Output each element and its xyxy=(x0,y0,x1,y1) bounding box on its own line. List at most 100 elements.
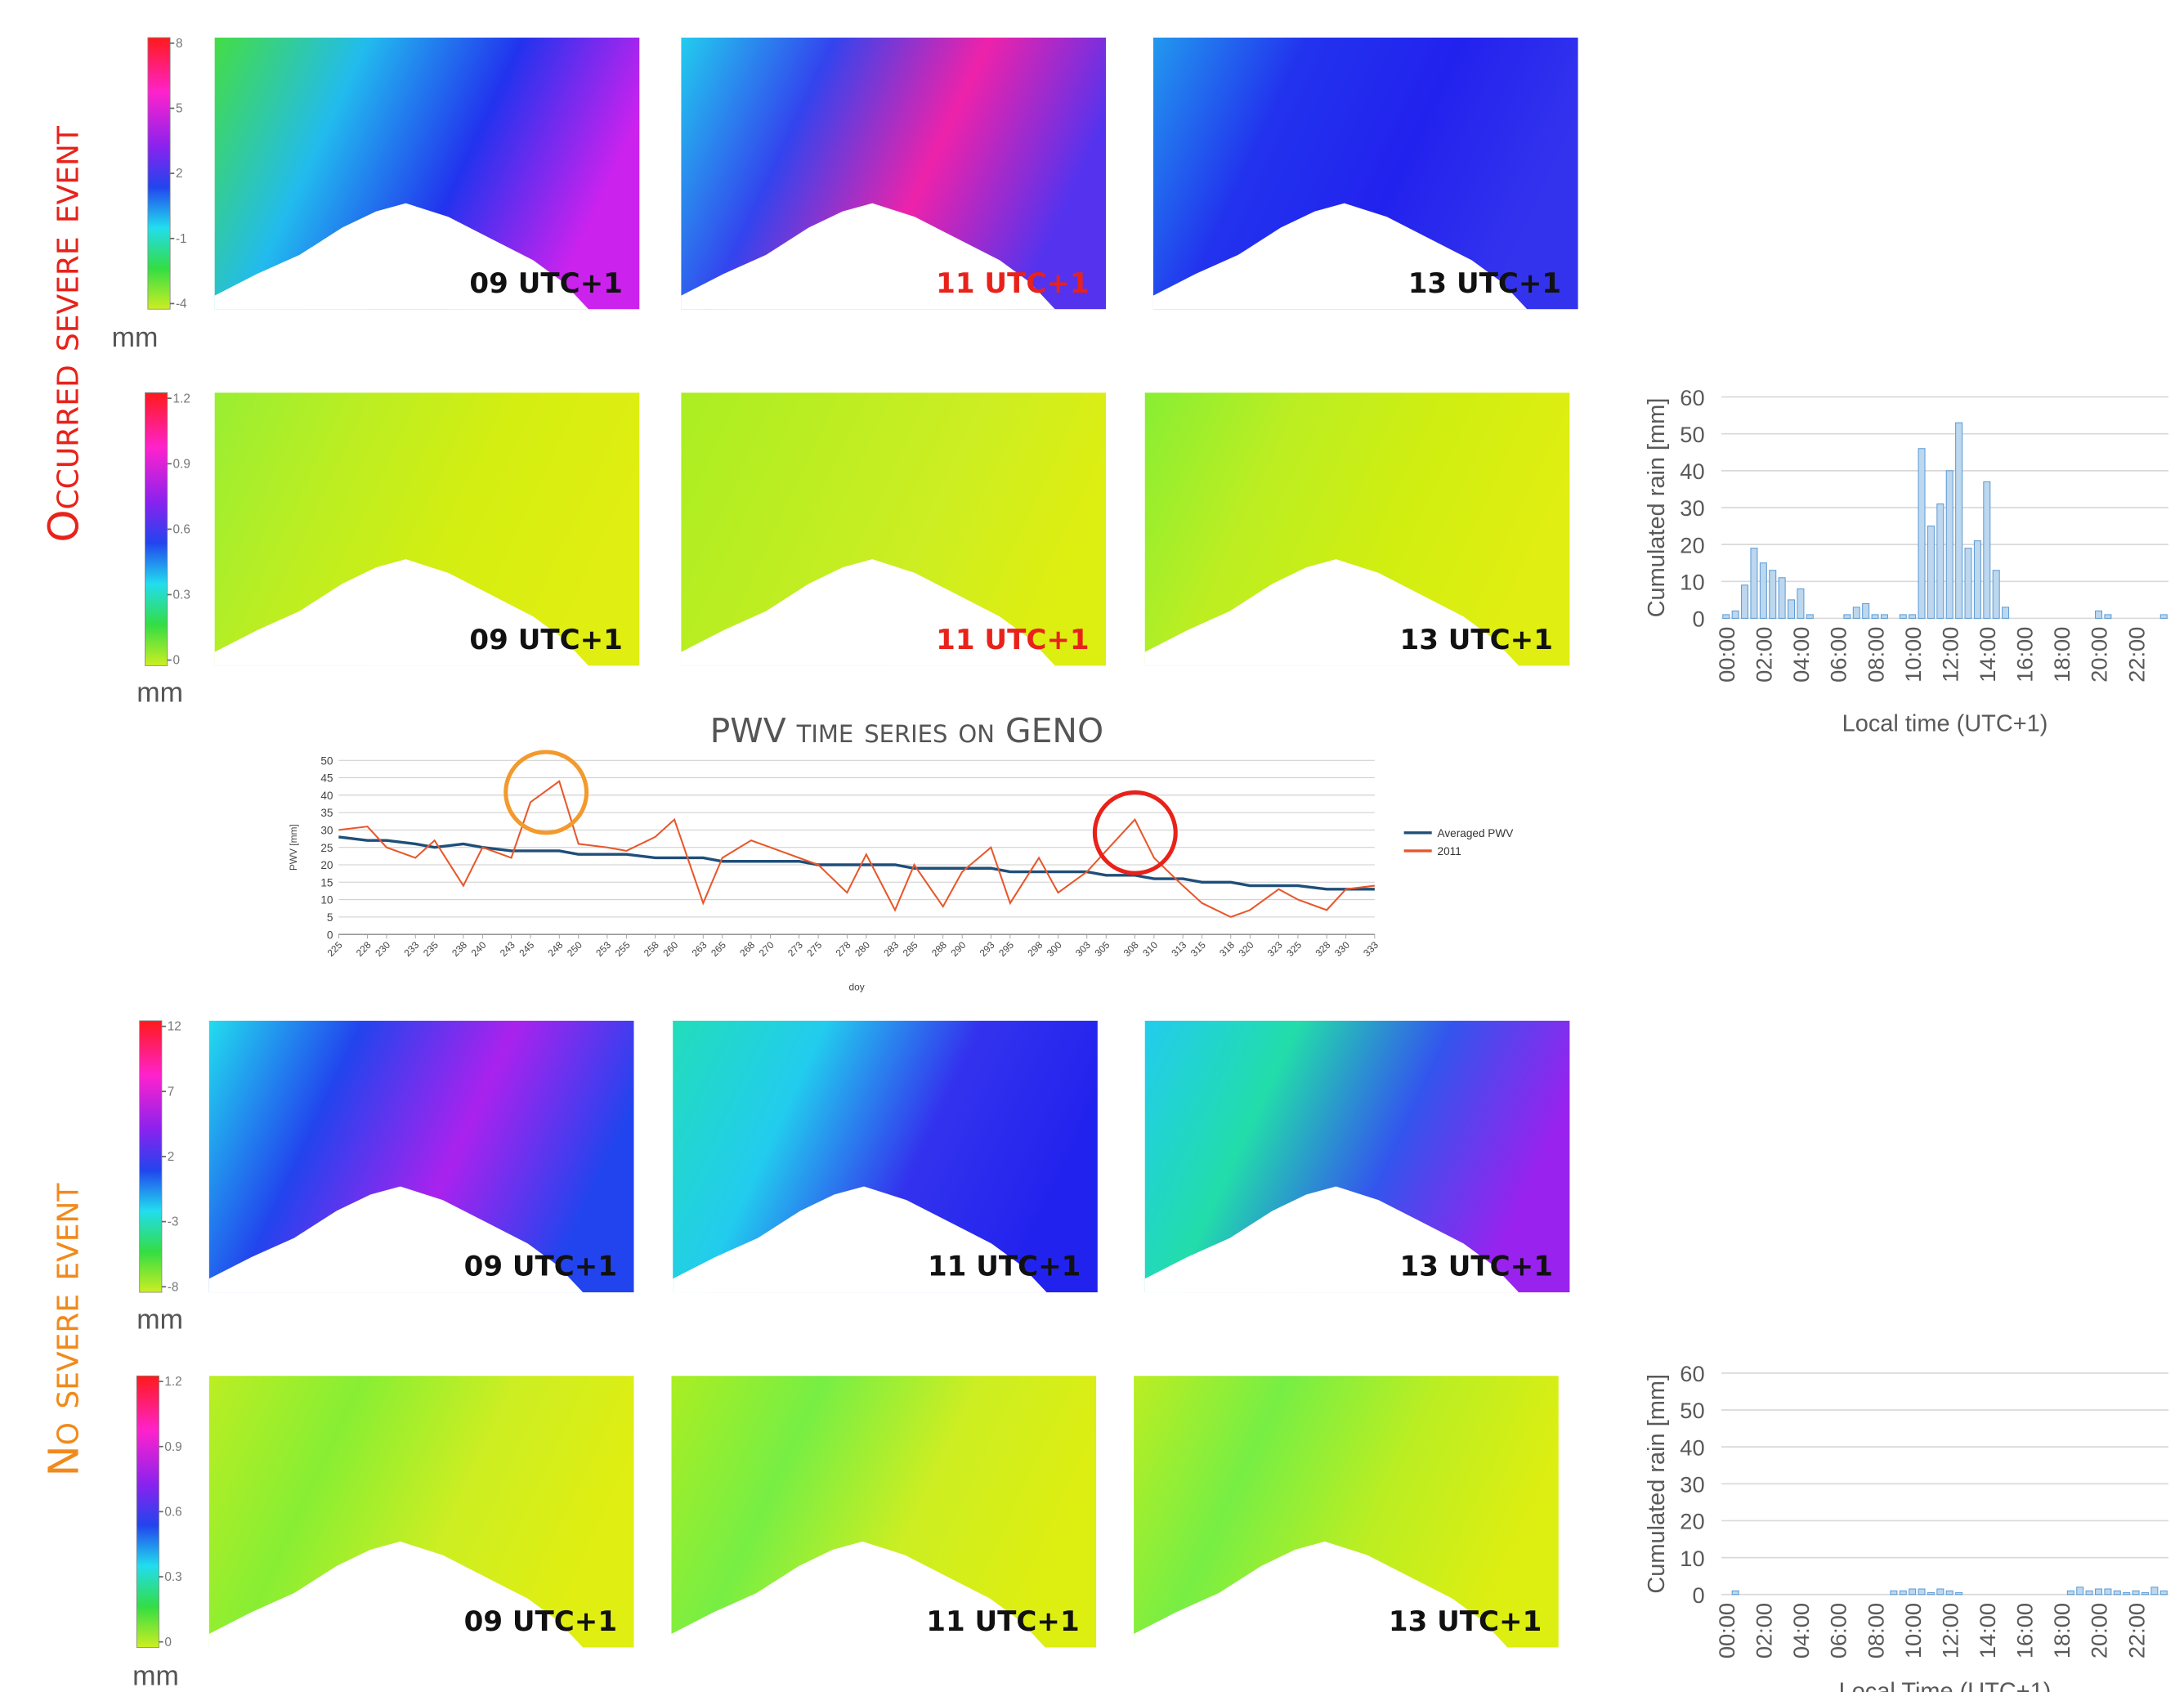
y-tick-label: 60 xyxy=(1680,1361,1704,1386)
bar xyxy=(1872,615,1878,619)
bar xyxy=(2105,1589,2111,1595)
map-time-label: 09 UTC+1 xyxy=(464,1605,617,1638)
y-tick-label: 15 xyxy=(320,876,333,889)
bar xyxy=(1853,607,1860,619)
bar xyxy=(2160,1591,2167,1595)
colorbar-tick-label: 1.2 xyxy=(173,392,190,405)
map-time-label: 13 UTC+1 xyxy=(1400,1251,1553,1283)
bar xyxy=(2077,1587,2083,1595)
x-tick-label: 20:00 xyxy=(2087,1603,2112,1658)
x-tick-label: 270 xyxy=(757,939,776,959)
colorbar-unit: mm xyxy=(136,1304,183,1335)
y-tick-label: 10 xyxy=(1680,570,1704,595)
bar xyxy=(2160,615,2167,619)
colorbar xyxy=(148,38,170,309)
x-tick-label: 16:00 xyxy=(2012,1603,2038,1658)
x-axis-label: Local time (UTC+1) xyxy=(1842,710,2048,736)
bar xyxy=(1751,548,1757,619)
x-tick-label: 22:00 xyxy=(2124,1603,2149,1658)
colorbar-tick-label: -4 xyxy=(176,298,187,311)
colorbar-tick-label: 0 xyxy=(164,1636,172,1649)
x-tick-label: 225 xyxy=(325,939,345,959)
bar xyxy=(1956,423,1962,618)
x-tick-label: 22:00 xyxy=(2124,627,2149,683)
y-tick-label: 30 xyxy=(1680,495,1704,521)
x-tick-label: 250 xyxy=(565,939,584,959)
x-tick-label: 263 xyxy=(690,939,709,959)
x-tick-label: 245 xyxy=(517,939,536,959)
y-tick-label: 10 xyxy=(1680,1546,1704,1571)
x-tick-label: 320 xyxy=(1237,939,1256,959)
bar xyxy=(1863,603,1869,618)
bar xyxy=(1900,1591,1906,1595)
y-tick-label: 40 xyxy=(1680,459,1704,484)
x-axis-label: doy xyxy=(848,981,864,992)
x-tick-label: 00:00 xyxy=(1714,627,1739,683)
y-tick-label: 0 xyxy=(1692,1582,1704,1608)
y-tick-label: 30 xyxy=(1680,1472,1704,1497)
colorbar-tick-label: 2 xyxy=(168,1150,175,1164)
colorbar-tick-label: 2 xyxy=(176,167,183,181)
bar xyxy=(1927,1592,1934,1594)
highlight-circle xyxy=(1094,792,1175,873)
map-time-label: 11 UTC+1 xyxy=(936,267,1089,300)
x-tick-label: 323 xyxy=(1265,939,1285,959)
bar xyxy=(1918,449,1925,619)
bar xyxy=(1993,571,1999,619)
map-time-label: 11 UTC+1 xyxy=(936,624,1089,656)
x-tick-label: 278 xyxy=(834,939,853,959)
bar xyxy=(2151,1587,2158,1595)
x-tick-label: 288 xyxy=(929,939,949,959)
x-tick-label: 18:00 xyxy=(2049,1603,2074,1658)
bar xyxy=(1974,541,1980,619)
x-tick-label: 280 xyxy=(853,939,872,959)
x-tick-label: 333 xyxy=(1361,939,1381,959)
side-label: Occurred severe event xyxy=(41,125,89,543)
chart-title: PWV time series on GENO xyxy=(710,711,1104,750)
x-tick-label: 20:00 xyxy=(2087,627,2112,683)
bar xyxy=(2003,607,2009,619)
y-tick-label: 20 xyxy=(1680,532,1704,557)
y-axis-label: Cumulated rain [mm] xyxy=(1644,1374,1670,1594)
x-tick-label: 258 xyxy=(642,939,661,959)
series-line xyxy=(338,837,1375,889)
bar xyxy=(1788,600,1795,619)
x-tick-label: 02:00 xyxy=(1752,1603,1777,1658)
y-tick-label: 30 xyxy=(320,825,333,837)
x-tick-label: 295 xyxy=(996,939,1016,959)
x-tick-label: 14:00 xyxy=(1975,1603,2000,1658)
map-time-label: 09 UTC+1 xyxy=(469,624,622,656)
colorbar-tick-label: -1 xyxy=(176,232,187,246)
bar xyxy=(1732,611,1739,618)
colorbar-tick-label: -3 xyxy=(168,1215,179,1229)
colorbar-tick-label: 0 xyxy=(173,654,181,668)
bar xyxy=(2105,615,2111,619)
x-tick-label: 06:00 xyxy=(1826,1603,1851,1658)
bar xyxy=(1909,615,1916,619)
colorbar xyxy=(136,1376,159,1647)
bar xyxy=(1779,578,1785,619)
x-tick-label: 290 xyxy=(948,939,968,959)
bar xyxy=(1946,471,1953,619)
y-tick-label: 0 xyxy=(1692,607,1704,632)
x-tick-label: 293 xyxy=(978,939,997,959)
page: {"side_labels":["Occurred severe event",… xyxy=(0,0,2184,1692)
y-tick-label: 35 xyxy=(320,807,333,819)
y-axis-label: Cumulated rain [mm] xyxy=(1644,398,1670,618)
y-tick-label: 20 xyxy=(1680,1509,1704,1534)
x-tick-label: 308 xyxy=(1121,939,1141,959)
x-tick-label: 330 xyxy=(1332,939,1352,959)
x-tick-label: 243 xyxy=(498,939,517,959)
bar xyxy=(2096,611,2102,618)
y-tick-label: 5 xyxy=(327,911,333,924)
x-tick-label: 300 xyxy=(1045,939,1064,959)
x-tick-label: 18:00 xyxy=(2049,627,2074,683)
colorbar-tick-label: -8 xyxy=(168,1280,179,1294)
x-tick-label: 00:00 xyxy=(1714,1603,1739,1658)
x-tick-label: 260 xyxy=(660,939,680,959)
x-tick-label: 253 xyxy=(593,939,613,959)
bar xyxy=(2067,1591,2074,1595)
x-tick-label: 265 xyxy=(709,939,728,959)
bar xyxy=(1937,504,1944,618)
